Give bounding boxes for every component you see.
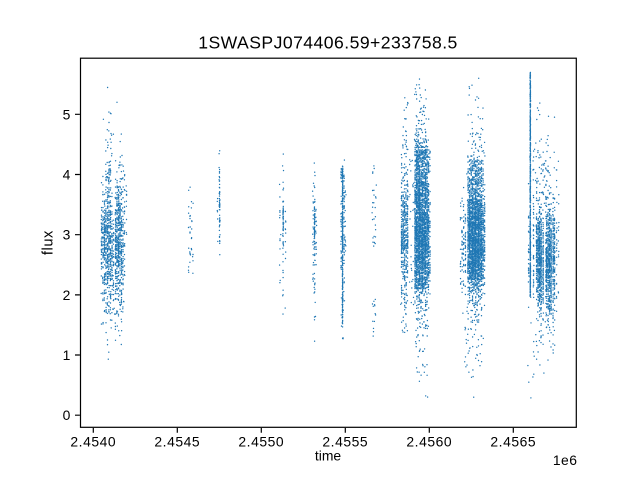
svg-text:2.4540: 2.4540: [70, 433, 116, 449]
svg-text:0: 0: [63, 407, 71, 423]
svg-text:5: 5: [63, 106, 71, 122]
svg-text:1: 1: [63, 347, 71, 363]
svg-text:2: 2: [63, 287, 71, 303]
svg-text:2.4550: 2.4550: [238, 433, 284, 449]
svg-text:3: 3: [63, 227, 71, 243]
svg-text:4: 4: [63, 167, 71, 183]
svg-text:time: time: [315, 448, 342, 464]
svg-text:2.4555: 2.4555: [322, 433, 368, 449]
svg-text:1SWASPJ074406.59+233758.5: 1SWASPJ074406.59+233758.5: [198, 33, 458, 53]
svg-text:1e6: 1e6: [553, 452, 578, 468]
svg-text:2.4560: 2.4560: [406, 433, 452, 449]
svg-text:flux: flux: [41, 230, 57, 255]
svg-text:2.4545: 2.4545: [154, 433, 200, 449]
svg-text:2.4565: 2.4565: [490, 433, 536, 449]
